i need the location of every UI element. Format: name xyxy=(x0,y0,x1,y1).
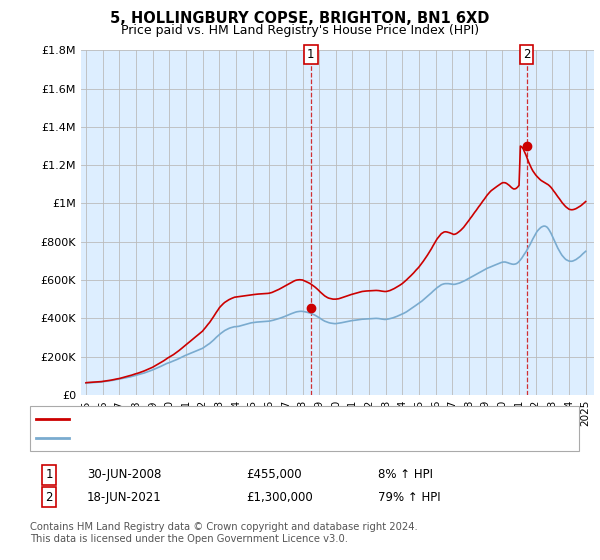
Text: 5, HOLLINGBURY COPSE, BRIGHTON, BN1 6XD (detached house): 5, HOLLINGBURY COPSE, BRIGHTON, BN1 6XD … xyxy=(75,413,428,423)
Text: 5, HOLLINGBURY COPSE, BRIGHTON, BN1 6XD: 5, HOLLINGBURY COPSE, BRIGHTON, BN1 6XD xyxy=(110,11,490,26)
Text: 2: 2 xyxy=(46,491,53,504)
Text: 18-JUN-2021: 18-JUN-2021 xyxy=(87,491,162,504)
Text: 2: 2 xyxy=(523,48,530,60)
Text: HPI: Average price, detached house, Brighton and Hove: HPI: Average price, detached house, Brig… xyxy=(75,433,380,444)
Text: 1: 1 xyxy=(307,48,314,60)
Text: 79% ↑ HPI: 79% ↑ HPI xyxy=(378,491,440,504)
Text: 1: 1 xyxy=(46,468,53,482)
Text: 8% ↑ HPI: 8% ↑ HPI xyxy=(378,468,433,482)
Text: £455,000: £455,000 xyxy=(246,468,302,482)
Text: Contains HM Land Registry data © Crown copyright and database right 2024.
This d: Contains HM Land Registry data © Crown c… xyxy=(30,522,418,544)
Text: Price paid vs. HM Land Registry's House Price Index (HPI): Price paid vs. HM Land Registry's House … xyxy=(121,24,479,36)
Text: 30-JUN-2008: 30-JUN-2008 xyxy=(87,468,161,482)
Text: £1,300,000: £1,300,000 xyxy=(246,491,313,504)
